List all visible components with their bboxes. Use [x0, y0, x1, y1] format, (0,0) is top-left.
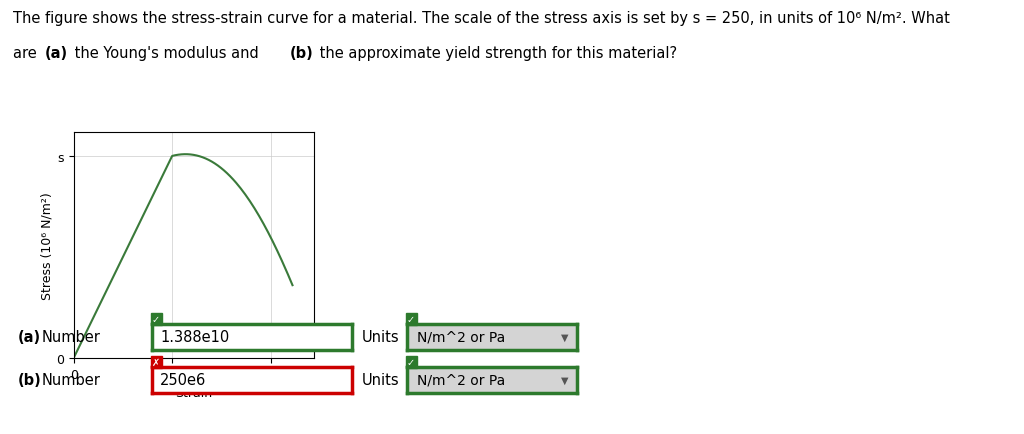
Text: N/m^2 or Pa: N/m^2 or Pa [417, 330, 506, 344]
Text: the Young's modulus and: the Young's modulus and [70, 46, 263, 60]
Text: are: are [13, 46, 42, 60]
Text: The figure shows the stress-strain curve for a material. The scale of the stress: The figure shows the stress-strain curve… [13, 11, 950, 26]
Text: (a): (a) [45, 46, 69, 60]
Text: Number: Number [42, 373, 101, 388]
Text: ✓: ✓ [152, 314, 160, 324]
Text: (b): (b) [290, 46, 313, 60]
Text: ▼: ▼ [561, 375, 568, 385]
Text: ▼: ▼ [561, 332, 568, 342]
Text: 250e6: 250e6 [160, 373, 206, 388]
Text: ✓: ✓ [407, 357, 415, 367]
Text: Number: Number [42, 330, 101, 345]
Text: (a): (a) [18, 330, 41, 345]
Y-axis label: Stress (10⁶ N/m²): Stress (10⁶ N/m²) [40, 191, 53, 299]
Text: 1.388e10: 1.388e10 [160, 330, 229, 345]
Text: (b): (b) [18, 373, 42, 388]
Text: Units: Units [362, 330, 399, 345]
Text: the approximate yield strength for this material?: the approximate yield strength for this … [315, 46, 678, 60]
Text: ✓: ✓ [407, 314, 415, 324]
X-axis label: Strain: Strain [175, 386, 213, 399]
Text: N/m^2 or Pa: N/m^2 or Pa [417, 373, 506, 387]
Text: ✗: ✗ [152, 357, 160, 367]
Text: Units: Units [362, 373, 399, 388]
